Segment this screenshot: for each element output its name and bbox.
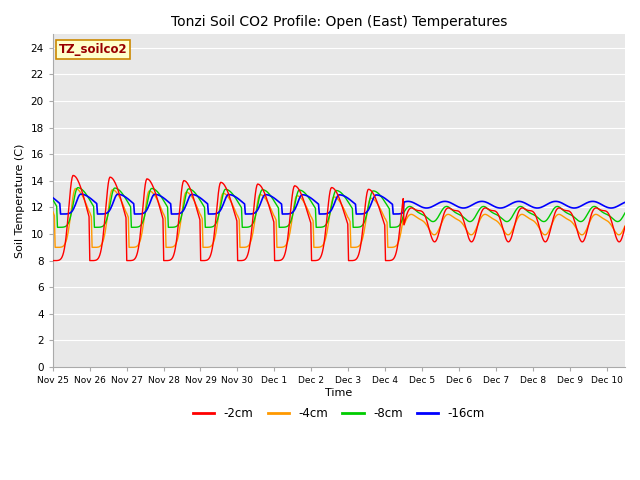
Title: Tonzi Soil CO2 Profile: Open (East) Temperatures: Tonzi Soil CO2 Profile: Open (East) Temp… bbox=[171, 15, 507, 29]
X-axis label: Time: Time bbox=[325, 388, 353, 398]
Text: TZ_soilco2: TZ_soilco2 bbox=[58, 43, 127, 56]
Legend: -2cm, -4cm, -8cm, -16cm: -2cm, -4cm, -8cm, -16cm bbox=[188, 402, 490, 424]
Y-axis label: Soil Temperature (C): Soil Temperature (C) bbox=[15, 144, 25, 258]
